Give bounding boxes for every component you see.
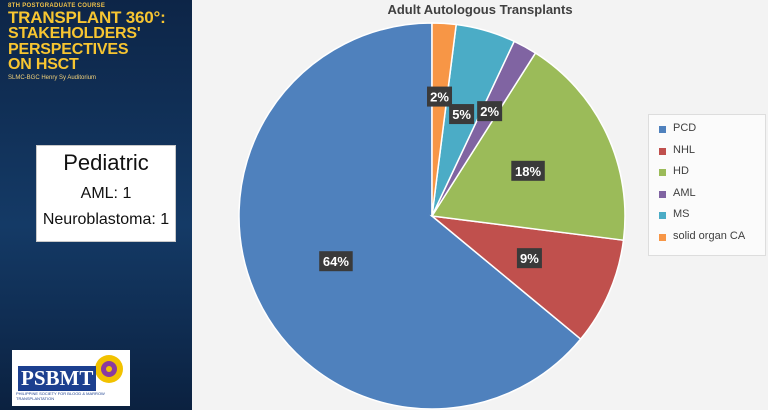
slide-title-line-2: STAKEHOLDERS' [8, 25, 141, 42]
data-label-text: 9% [520, 251, 539, 266]
data-label-box [477, 101, 503, 122]
pie-slice-nhl [429, 214, 625, 341]
data-label-aml: 2% [477, 101, 503, 122]
data-label-text: 5% [452, 107, 471, 122]
pie-slice-solid-organ-ca [431, 22, 458, 217]
logo-subtitle: PHILIPPINE SOCIETY FOR BLOOD & MARROW TR… [16, 391, 105, 401]
chart-title: Adult Autologous Transplants [387, 2, 573, 17]
venue-label: SLMC-BGC Henry Sy Auditorium [8, 75, 97, 81]
slide-title-line-3: PERSPECTIVES [8, 41, 129, 58]
legend-swatch [659, 190, 666, 198]
legend-swatch [659, 126, 666, 133]
pie-slice-hd [430, 52, 626, 242]
logo-text: PSBMT [18, 366, 97, 391]
data-label-box [511, 160, 545, 181]
slide-title-line-4: ON HSCT [8, 56, 79, 73]
pediatric-title: Pediatric [63, 150, 149, 175]
data-label-text: 18% [515, 164, 541, 179]
data-label-text: 64% [323, 254, 349, 269]
psbmt-logo: PSBMT PHILIPPINE SOCIETY FOR BLOOD & MAR… [12, 350, 130, 406]
data-label-pcd: 64% [319, 251, 353, 272]
legend-swatch [659, 233, 666, 241]
chart-legend: PCD NHL HD AML MS solid organ CA [648, 114, 766, 256]
data-label-box [427, 86, 453, 107]
legend-swatch [659, 169, 666, 176]
data-label-solid-organ-ca: 2% [427, 86, 453, 107]
legend-label: NHL [673, 143, 696, 156]
data-label-box [319, 251, 353, 272]
legend-label: AML [673, 186, 696, 199]
pie-slice-pcd [238, 22, 582, 410]
logo-flower-icon [95, 355, 123, 383]
legend-label: solid organ CA [673, 229, 746, 242]
data-label-hd: 18% [511, 160, 545, 181]
course-label: 8TH POSTGRADUATE COURSE [8, 3, 106, 9]
data-label-text: 2% [430, 90, 449, 105]
pediatric-line-aml: AML: 1 [80, 185, 132, 202]
pie-chart: 64% 9%18%2%5%2% [238, 22, 626, 410]
data-label-box [516, 248, 542, 269]
data-label-box [449, 104, 475, 125]
legend-label: HD [673, 165, 689, 177]
legend-label: MS [673, 208, 690, 220]
legend-label: PCD [673, 122, 697, 134]
slide-title-line-1: TRANSPLANT 360°: [8, 8, 166, 27]
pediatric-line-neuroblastoma: Neuroblastoma: 1 [42, 211, 170, 228]
legend-swatch [659, 212, 666, 219]
data-label-ms: 5% [449, 104, 475, 125]
pediatric-box: Pediatric AML: 1 Neuroblastoma: 1 [36, 145, 176, 242]
data-label-nhl: 9% [516, 248, 542, 269]
legend-swatch [659, 147, 666, 155]
data-label-text: 2% [480, 104, 499, 119]
